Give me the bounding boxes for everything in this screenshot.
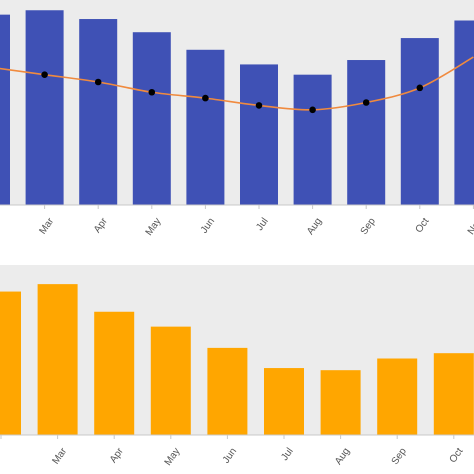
chart-top-tick-label-nov: Nov <box>466 216 474 237</box>
chart-top-bar-apr <box>79 19 118 205</box>
chart-top-tick-label-mar: Mar <box>37 216 56 237</box>
chart-top-bar-jun <box>186 49 225 206</box>
chart-bottom-tick-label-jun: Jun <box>221 446 239 466</box>
chart-top-tick-label-may: May <box>144 216 164 238</box>
chart-bottom-tick-label-oct: Oct <box>448 446 466 465</box>
chart-top-bar-jul <box>240 64 278 205</box>
chart-top-line-point-apr <box>94 78 102 86</box>
chart-top-line-point-oct <box>416 84 424 92</box>
chart-top-line-point-jun <box>202 94 209 102</box>
chart-bottom: Mar Apr May Jun Jul Aug Sep Oct <box>0 265 474 468</box>
chart-top-bar-nov <box>454 20 474 205</box>
chart-bottom-bar-aug <box>320 370 361 435</box>
chart-bottom-tick-label-sep: Sep <box>390 446 409 467</box>
chart-bottom-bar-may <box>150 326 191 435</box>
chart-top-bar-aug <box>293 74 332 205</box>
chart-top-line-point-jul <box>255 102 263 109</box>
chart-bottom-bar-jun <box>207 347 248 435</box>
chart-top-line-series <box>0 56 474 111</box>
chart-top-x-ticks: Mar Apr May Jun Jul Aug Sep Oct Nov <box>37 205 474 238</box>
chart-bottom-tick-label-mar: Mar <box>50 446 69 467</box>
chart-top-bar-oct <box>400 38 439 206</box>
chart-top-tick-label-jul: Jul <box>254 216 270 233</box>
chart-bottom-bar-jul <box>264 368 304 435</box>
chart-bottom-bar-oct <box>433 353 474 435</box>
chart-top-line-point-sep <box>362 99 370 106</box>
chart-top-bars <box>0 10 474 206</box>
chart-top-line-point-may <box>148 88 156 96</box>
chart-bottom-tick-label-aug: Aug <box>333 446 352 467</box>
chart-bottom-tick-label-apr: Apr <box>108 446 126 466</box>
chart-bottom-bar-sep <box>377 358 418 435</box>
chart-top-tick-label-sep: Sep <box>359 216 378 237</box>
chart-top-bar-mar <box>25 10 64 205</box>
chart-top-bar-sep <box>347 60 386 206</box>
chart-bottom-x-ticks: Mar Apr May Jun Jul Aug Sep Oct <box>0 435 466 468</box>
chart-bottom-bar-mar <box>37 284 78 435</box>
chart-top-tick-label-aug: Aug <box>305 216 324 237</box>
chart-bottom-tick-label-may: May <box>163 446 183 468</box>
chart-top-bar-may <box>132 32 171 205</box>
chart-top-line-overlay <box>0 56 474 114</box>
chart-top-line-point-aug <box>309 106 316 114</box>
chart-top-tick-label-apr: Apr <box>92 216 110 236</box>
chart-top-line-point-mar <box>41 71 48 78</box>
chart-bottom-bar-feb <box>0 291 21 435</box>
chart-top-tick-label-jun: Jun <box>199 216 217 236</box>
chart-bottom-bars <box>0 284 474 435</box>
chart-bottom-tick-label-jul: Jul <box>279 446 295 463</box>
chart-top: Mar Apr May Jun Jul Aug Sep Oct Nov <box>0 0 474 238</box>
chart-top-tick-label-oct: Oct <box>414 216 432 235</box>
chart-top-bar-feb <box>0 14 10 206</box>
chart-bottom-bar-apr <box>94 311 135 435</box>
